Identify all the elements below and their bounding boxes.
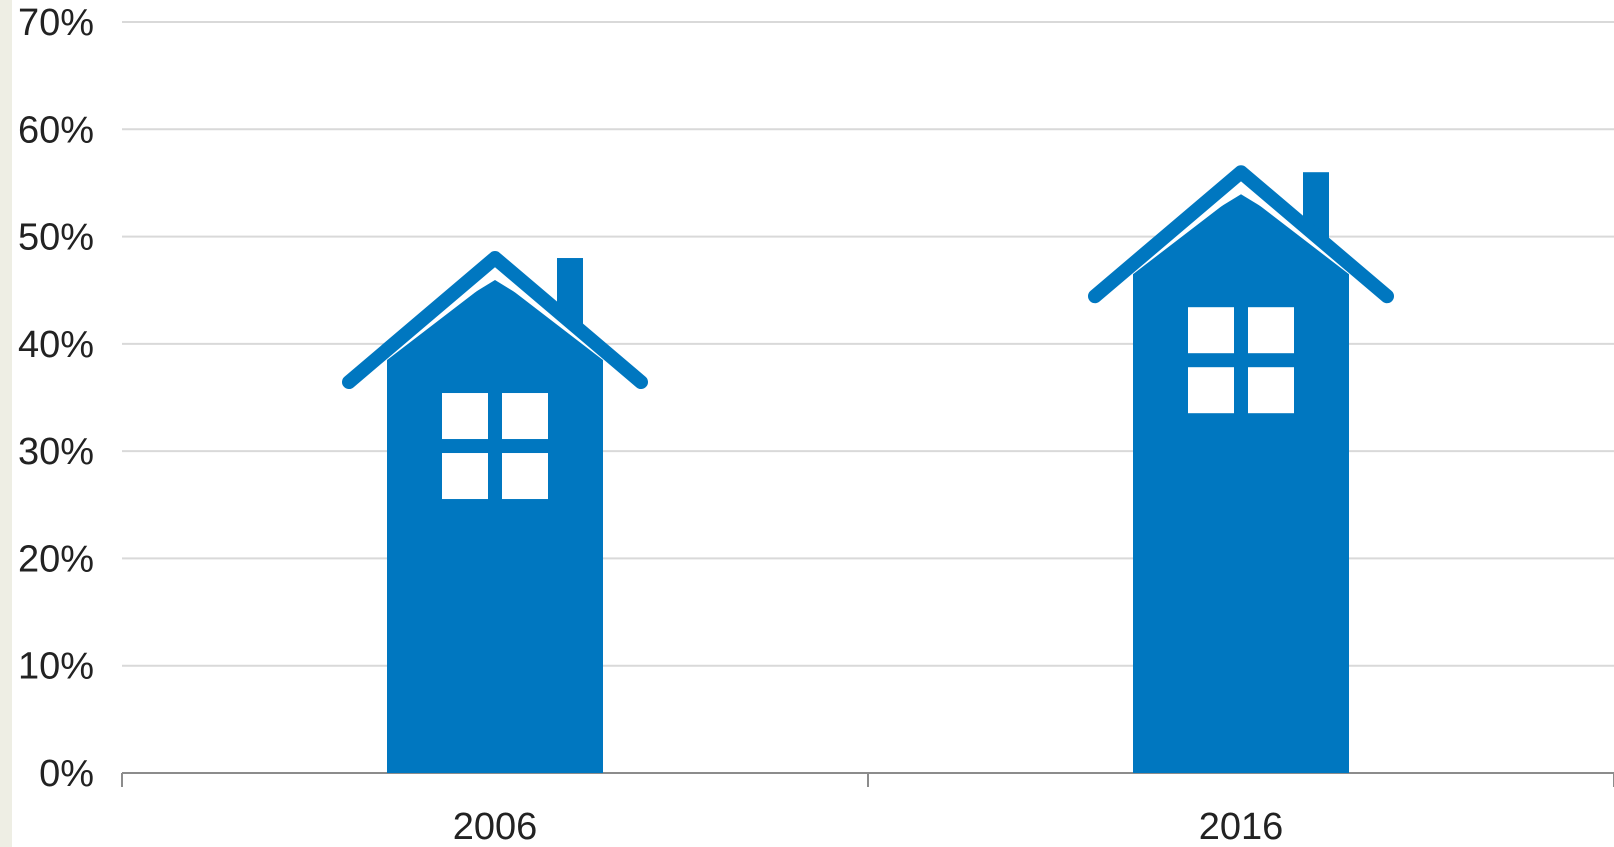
roof [342,251,648,390]
y-tick-label: 70% [18,2,94,44]
bar-2016: 2016 [1088,165,1394,847]
y-tick-label: 40% [18,324,94,366]
y-tick-label: 60% [18,109,94,151]
window-pane [502,393,548,440]
window-pane [1188,307,1234,354]
left-edge-strip [0,0,12,847]
window-pane [442,393,488,440]
x-tick-label: 2016 [1199,806,1284,847]
x-tick-label: 2006 [453,806,538,847]
bar-2006: 2006 [342,251,648,847]
y-tick-label: 0% [39,753,94,795]
window-pane [442,453,488,500]
window-pane [1248,367,1294,414]
house-body [1133,194,1349,773]
y-tick-label: 10% [18,646,94,688]
y-tick-label: 30% [18,431,94,473]
y-tick-label: 50% [18,217,94,259]
house-body [387,280,603,773]
window-pane [1188,367,1234,414]
roof [1088,165,1394,304]
y-tick-label: 20% [18,538,94,580]
window-pane [1248,307,1294,354]
window-pane [502,453,548,500]
